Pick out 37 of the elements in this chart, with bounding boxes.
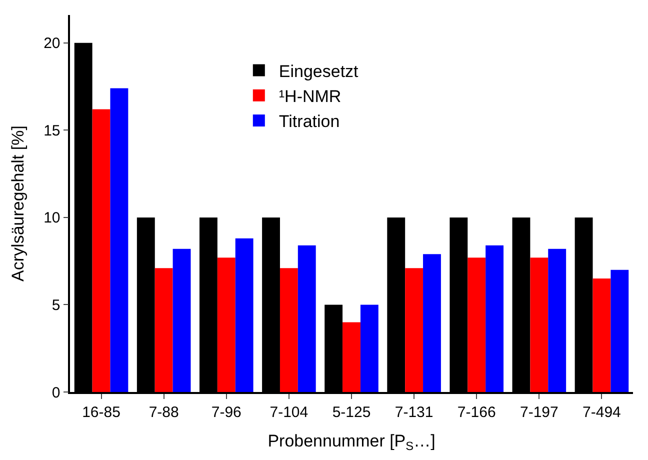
- bar: [405, 268, 424, 392]
- x-tick-label: 7-197: [520, 404, 558, 421]
- x-tick-label: 7-166: [457, 404, 496, 421]
- y-axis-title: Acrylsäuregehalt [%]: [8, 126, 28, 282]
- x-tick-label: 7-88: [148, 404, 179, 421]
- bar: [360, 304, 378, 392]
- x-tick-label: 5-125: [332, 404, 371, 421]
- bar: [423, 254, 441, 392]
- bar: [592, 278, 611, 392]
- x-tick-label: 7-104: [270, 404, 308, 421]
- bar: [610, 270, 629, 392]
- bar: [235, 238, 254, 392]
- legend-label: Eingesetzt: [278, 62, 359, 81]
- y-tick-label: 10: [44, 210, 60, 227]
- bar: [92, 109, 110, 392]
- bar: [110, 88, 128, 392]
- bar: [486, 245, 504, 392]
- y-tick-label: 15: [44, 122, 60, 140]
- bar: [172, 248, 191, 392]
- legend-label: ¹H-NMR: [278, 86, 342, 106]
- y-tick-label: 0: [52, 384, 60, 402]
- x-tick-label: 7-96: [211, 404, 242, 421]
- bar: [468, 258, 486, 392]
- x-axis-title: Probennummer [P$_{S}$…]: [268, 432, 436, 454]
- bar: [298, 245, 316, 392]
- x-tick-label: 7-494: [582, 404, 621, 421]
- bar: [154, 268, 173, 392]
- y-tick-label: 5: [52, 296, 60, 314]
- bar: [548, 248, 566, 392]
- bar: [280, 268, 298, 392]
- bar: [530, 258, 548, 392]
- x-tick-label: 7-131: [394, 404, 434, 421]
- bar: [342, 322, 360, 392]
- x-tick-label: 16-85: [82, 404, 120, 421]
- bar: [217, 258, 236, 392]
- y-tick-label: 20: [44, 35, 60, 52]
- legend-label: Titration: [278, 112, 340, 132]
